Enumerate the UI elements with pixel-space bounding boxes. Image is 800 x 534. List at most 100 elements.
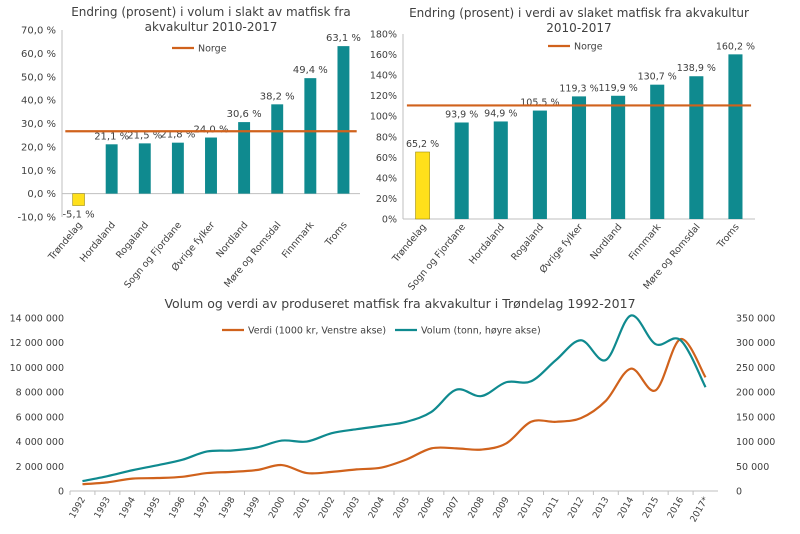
chart-title-line: Endring (prosent) i volum i slakt av mat… (71, 5, 351, 19)
x-tick-label: 2010 (517, 495, 537, 520)
bar-value-label: 38,2 % (260, 91, 295, 102)
bar-value-label: 65,2 % (406, 139, 439, 150)
bar-value-label: 119,9 % (598, 83, 637, 94)
y-tick-label: 60% (376, 153, 397, 164)
bar (454, 122, 469, 219)
bar (493, 121, 508, 219)
legend-label: Volum (tonn, høyre akse) (421, 326, 541, 337)
y-tick-label: 0% (382, 215, 397, 226)
bar (728, 54, 743, 219)
bar-value-label: 105,5 % (520, 98, 559, 109)
y-tick-label: 40,0 % (21, 96, 56, 107)
category-label: Finnmark (627, 221, 664, 262)
y-left-tick-label: 2 000 000 (16, 462, 64, 473)
chart-title-line: 2010-2017 (546, 21, 611, 35)
bar-value-label: 21,1 % (94, 131, 129, 142)
x-tick-label: 2007 (442, 496, 462, 521)
category-label: Nordland (588, 222, 624, 262)
bar (105, 144, 118, 194)
x-tick-label: 2008 (467, 495, 487, 520)
bar-value-label: 63,1 % (326, 33, 361, 44)
bar-value-label: -5,1 % (62, 210, 94, 221)
y-tick-label: 30,0 % (21, 119, 56, 130)
bar-value-label: 93,9 % (445, 109, 478, 120)
y-left-tick-label: 4 000 000 (16, 437, 64, 448)
bar-value-label: 21,5 % (127, 130, 162, 141)
x-tick-label: 2004 (367, 495, 387, 520)
x-tick-label: 2002 (317, 496, 337, 521)
x-tick-label: 2000 (267, 495, 287, 520)
y-tick-label: 40% (376, 173, 397, 184)
x-tick-label: 2009 (492, 495, 512, 520)
bar (532, 110, 547, 219)
chart-title-line: Endring (prosent) i verdi av slaket matf… (409, 6, 749, 20)
y-tick-label: 20% (376, 194, 397, 205)
bar-chart-1: Endring (prosent) i volum i slakt av mat… (17, 5, 360, 291)
bar (171, 142, 184, 194)
bar-value-label: 24,0 % (194, 125, 229, 136)
bar (72, 193, 85, 206)
bar (205, 137, 217, 194)
y-right-tick-label: 350 000 (736, 314, 775, 325)
y-left-tick-label: 6 000 000 (16, 412, 64, 423)
x-tick-label: 1997 (193, 496, 213, 521)
category-label: Troms (323, 220, 350, 249)
x-tick-label: 2012 (566, 496, 586, 521)
y-tick-label: 180% (370, 30, 397, 41)
category-label: Finnmark (280, 219, 317, 260)
bar (271, 104, 284, 194)
y-left-tick-label: 12 000 000 (10, 338, 64, 349)
bar-value-label: 138,9 % (677, 63, 716, 74)
y-tick-label: 10,0 % (21, 166, 56, 177)
x-tick-label: 2006 (417, 495, 437, 520)
y-right-tick-label: 150 000 (736, 412, 775, 423)
bar-value-label: 49,4 % (293, 65, 328, 76)
legend-label: Verdi (1000 kr, Venstre akse) (248, 326, 386, 337)
x-tick-label: 1999 (242, 495, 262, 520)
y-tick-label: 0,0 % (27, 189, 56, 200)
bar (571, 96, 587, 219)
category-label: Møre og Romsdal (222, 220, 283, 290)
bar-value-label: 119,3 % (559, 83, 598, 94)
x-tick-label: 1996 (168, 495, 188, 520)
x-tick-label: 2015 (641, 496, 661, 521)
category-label: Trøndelag (390, 222, 429, 265)
y-tick-label: 70,0 % (21, 26, 56, 37)
x-tick-label: 1993 (93, 496, 113, 521)
bar-value-label: 94,9 % (484, 108, 517, 119)
y-tick-label: 50,0 % (21, 72, 56, 83)
category-label: Hordaland (467, 222, 507, 267)
bar (689, 76, 704, 219)
x-tick-label: 2011 (541, 496, 561, 521)
bar-chart-2: Endring (prosent) i verdi av slaket matf… (370, 6, 755, 293)
y-tick-label: 80% (376, 132, 397, 143)
chart-title-line: akvakultur 2010-2017 (145, 20, 278, 34)
y-right-tick-label: 0 (736, 487, 742, 498)
line-chart: Volum og verdi av produseret matfisk fra… (10, 296, 776, 524)
category-label: Troms (715, 222, 742, 251)
category-label: Sogn og Fjordane (122, 220, 184, 291)
x-tick-label: 2013 (591, 496, 611, 521)
series-line-verdi (82, 337, 707, 486)
legend-label: Norge (198, 44, 227, 55)
y-tick-label: 140% (370, 71, 397, 82)
y-tick-label: 20,0 % (21, 142, 56, 153)
y-left-tick-label: 8 000 000 (16, 388, 64, 399)
bar (650, 84, 665, 220)
x-tick-label: 1994 (118, 495, 138, 520)
y-right-tick-label: 250 000 (736, 363, 775, 374)
bar (337, 46, 350, 194)
y-tick-label: 160% (370, 50, 397, 61)
bar (304, 78, 317, 194)
bar (138, 143, 151, 194)
bar-value-label: 130,7 % (638, 72, 677, 83)
y-right-tick-label: 300 000 (736, 338, 775, 349)
bar-value-label: 160,2 % (716, 41, 755, 52)
bar (415, 151, 430, 220)
x-tick-label: 1995 (143, 496, 163, 521)
y-left-tick-label: 14 000 000 (10, 314, 64, 325)
x-tick-label: 2014 (616, 495, 636, 520)
x-tick-label: 2001 (292, 496, 312, 521)
y-left-tick-label: 0 (58, 487, 64, 498)
